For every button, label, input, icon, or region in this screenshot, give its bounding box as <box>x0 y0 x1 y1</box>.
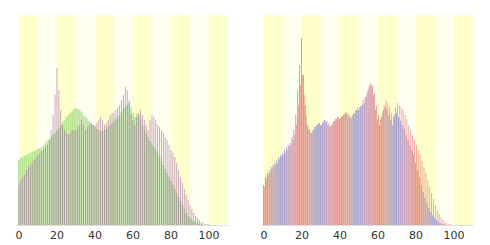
svg-text:20: 20 <box>50 229 64 242</box>
svg-text:0: 0 <box>260 229 267 242</box>
svg-text:40: 40 <box>333 229 347 242</box>
svg-text:60: 60 <box>371 229 385 242</box>
svg-text:60: 60 <box>126 229 140 242</box>
svg-text:40: 40 <box>88 229 102 242</box>
svg-text:100: 100 <box>198 229 219 242</box>
svg-text:100: 100 <box>443 229 464 242</box>
svg-text:20: 20 <box>295 229 309 242</box>
svg-text:80: 80 <box>164 229 178 242</box>
svg-text:80: 80 <box>409 229 423 242</box>
svg-text:0: 0 <box>15 229 22 242</box>
